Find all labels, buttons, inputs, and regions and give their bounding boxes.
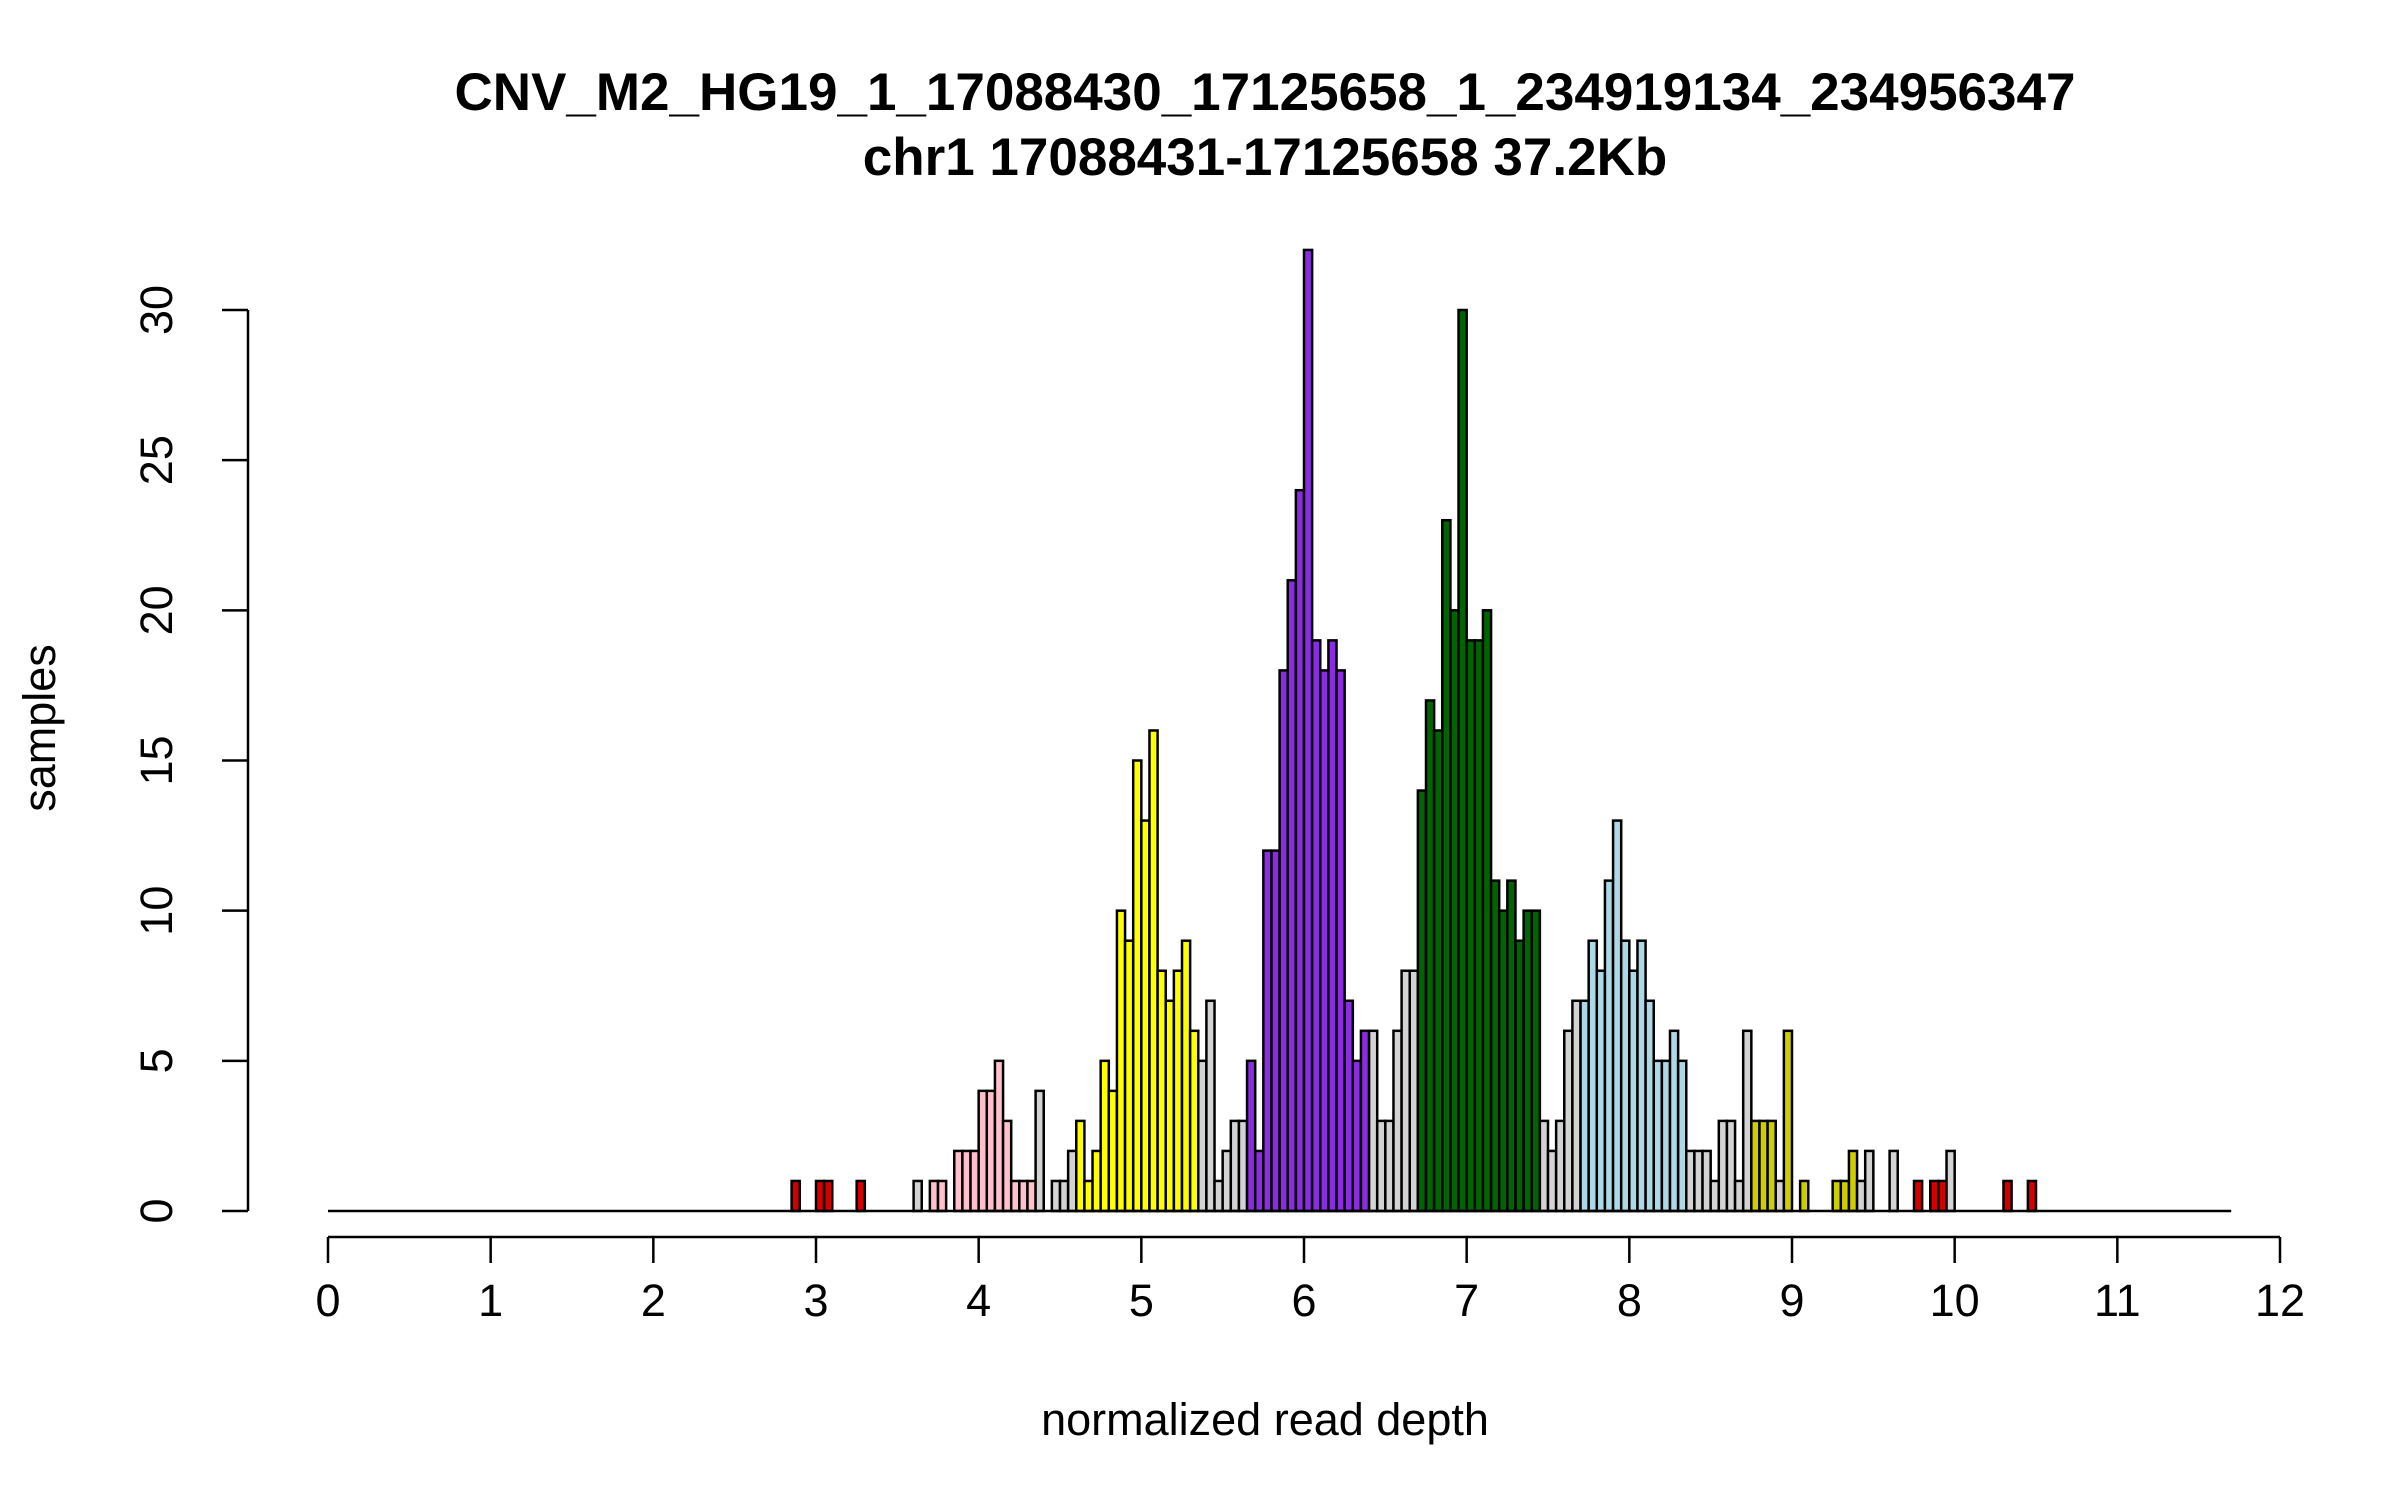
y-axis: 0 5 10 15 20 25 30	[131, 285, 250, 1224]
histogram-bar	[1888, 1149, 1899, 1213]
x-tick-label: 7	[1454, 1275, 1479, 1326]
histogram-bar	[1863, 1149, 1875, 1213]
x-axis: 0 1 2 3 4 5 6 7 8 9 10 11 12	[315, 1235, 2305, 1326]
y-tick-label: 20	[131, 585, 182, 635]
histogram-bar	[936, 1179, 948, 1213]
x-tick-label: 12	[2255, 1275, 2305, 1326]
y-tick-label: 0	[131, 1198, 182, 1223]
y-axis-label: samples	[14, 644, 65, 812]
x-tick-label: 6	[1291, 1275, 1316, 1326]
y-tick-label: 10	[131, 886, 182, 936]
y-tick-label: 15	[131, 735, 182, 785]
histogram-bar	[1912, 1179, 1924, 1213]
histogram-bar	[912, 1179, 923, 1213]
y-tick-label: 30	[131, 285, 182, 335]
chart-subtitle: chr1 17088431-17125658 37.2Kb	[863, 128, 1667, 187]
x-tick-label: 5	[1129, 1275, 1154, 1326]
x-tick-label: 4	[966, 1275, 991, 1326]
histogram-bar	[2002, 1179, 2013, 1213]
x-tick-label: 2	[641, 1275, 666, 1326]
chart-title: CNV_M2_HG19_1_17088430_17125658_1_234919…	[455, 63, 2076, 122]
x-axis-label: normalized read depth	[1041, 1394, 1489, 1445]
histogram-bar	[1798, 1179, 1810, 1213]
histogram-bar	[1945, 1149, 1956, 1213]
x-tick-label: 11	[2094, 1275, 2141, 1326]
x-tick-label: 10	[1930, 1275, 1980, 1326]
x-tick-label: 0	[315, 1275, 340, 1326]
y-tick-label: 25	[131, 435, 182, 485]
histogram-bar	[790, 1179, 801, 1213]
histogram-bar	[822, 1179, 834, 1213]
y-tick-label: 5	[131, 1048, 182, 1073]
x-tick-label: 3	[803, 1275, 828, 1326]
x-tick-label: 1	[478, 1275, 503, 1326]
histogram-bar	[1034, 1089, 1045, 1213]
histogram-bar	[1205, 999, 1216, 1213]
bars-group	[790, 248, 2038, 1213]
x-tick-label: 9	[1779, 1275, 1804, 1326]
x-tick-label: 8	[1617, 1275, 1642, 1326]
histogram-bar	[855, 1179, 867, 1213]
histogram-bar	[2026, 1179, 2038, 1213]
histogram-bar	[1782, 1029, 1794, 1213]
